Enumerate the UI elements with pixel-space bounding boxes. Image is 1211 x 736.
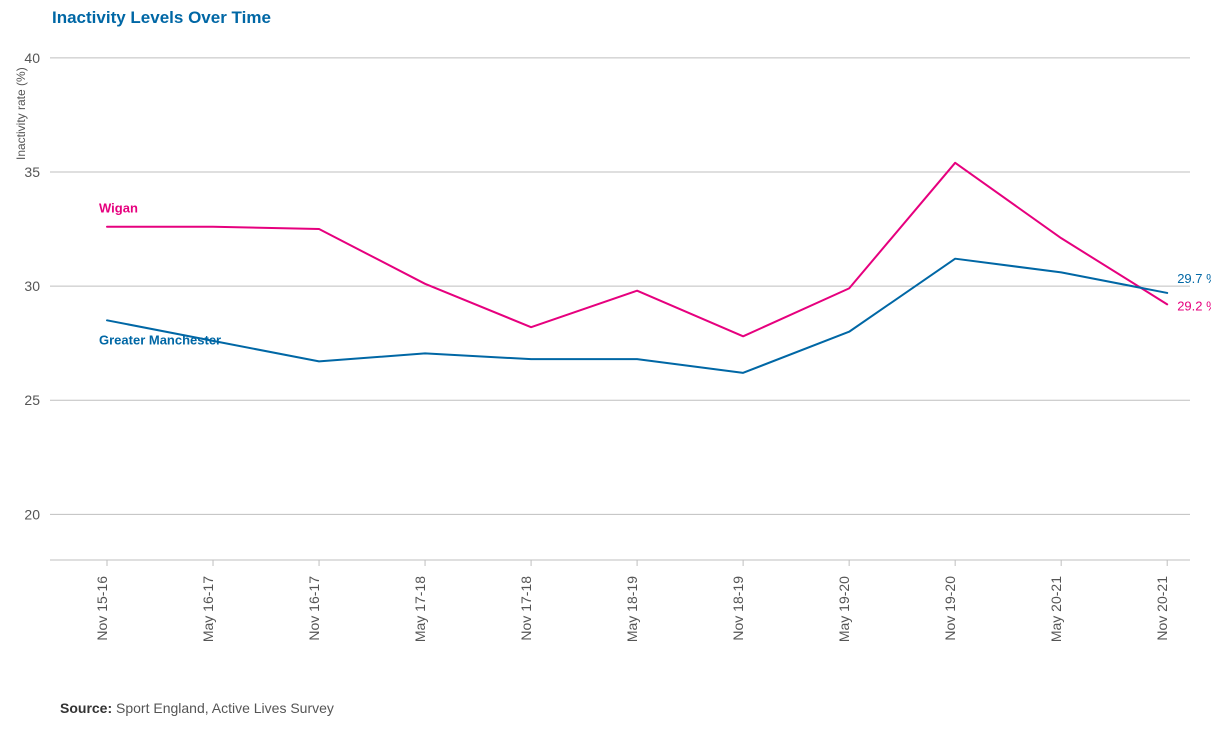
x-tick-label: Nov 17-18: [518, 576, 534, 641]
y-tick-label: 25: [24, 392, 40, 408]
series-end-label: 29.2 %: [1177, 298, 1211, 313]
x-tick-label: Nov 16-17: [306, 576, 322, 641]
y-tick-label: 35: [24, 164, 40, 180]
x-tick-label: Nov 19-20: [942, 576, 958, 641]
x-tick-label: Nov 20-21: [1154, 576, 1170, 641]
source-text: Sport England, Active Lives Survey: [116, 700, 334, 716]
x-tick-label: May 18-19: [624, 576, 640, 642]
y-tick-label: 20: [24, 506, 40, 522]
source-label: Source:: [60, 700, 112, 716]
series-label: Greater Manchester: [99, 332, 221, 347]
x-tick-label: Nov 15-16: [94, 576, 110, 641]
series-label: Wigan: [99, 201, 138, 216]
series-line: [107, 259, 1167, 373]
x-tick-label: May 17-18: [412, 576, 428, 642]
source-line: Source: Sport England, Active Lives Surv…: [60, 700, 334, 716]
x-tick-label: May 16-17: [200, 576, 216, 642]
series-line: [107, 163, 1167, 336]
x-tick-label: Nov 18-19: [730, 576, 746, 641]
series-end-label: 29.7 %: [1177, 271, 1211, 286]
chart-svg: 20 25 30 35 40 Nov 15-16 May 16-17 Nov 16-17 May…: [0, 0, 1211, 736]
x-tick-label: May 19-20: [836, 576, 852, 642]
y-tick-label: 40: [24, 50, 40, 66]
x-tick-label: May 20-21: [1048, 576, 1064, 642]
y-tick-label: 30: [24, 278, 40, 294]
chart-container: Inactivity Levels Over Time Inactivity r…: [0, 0, 1211, 736]
